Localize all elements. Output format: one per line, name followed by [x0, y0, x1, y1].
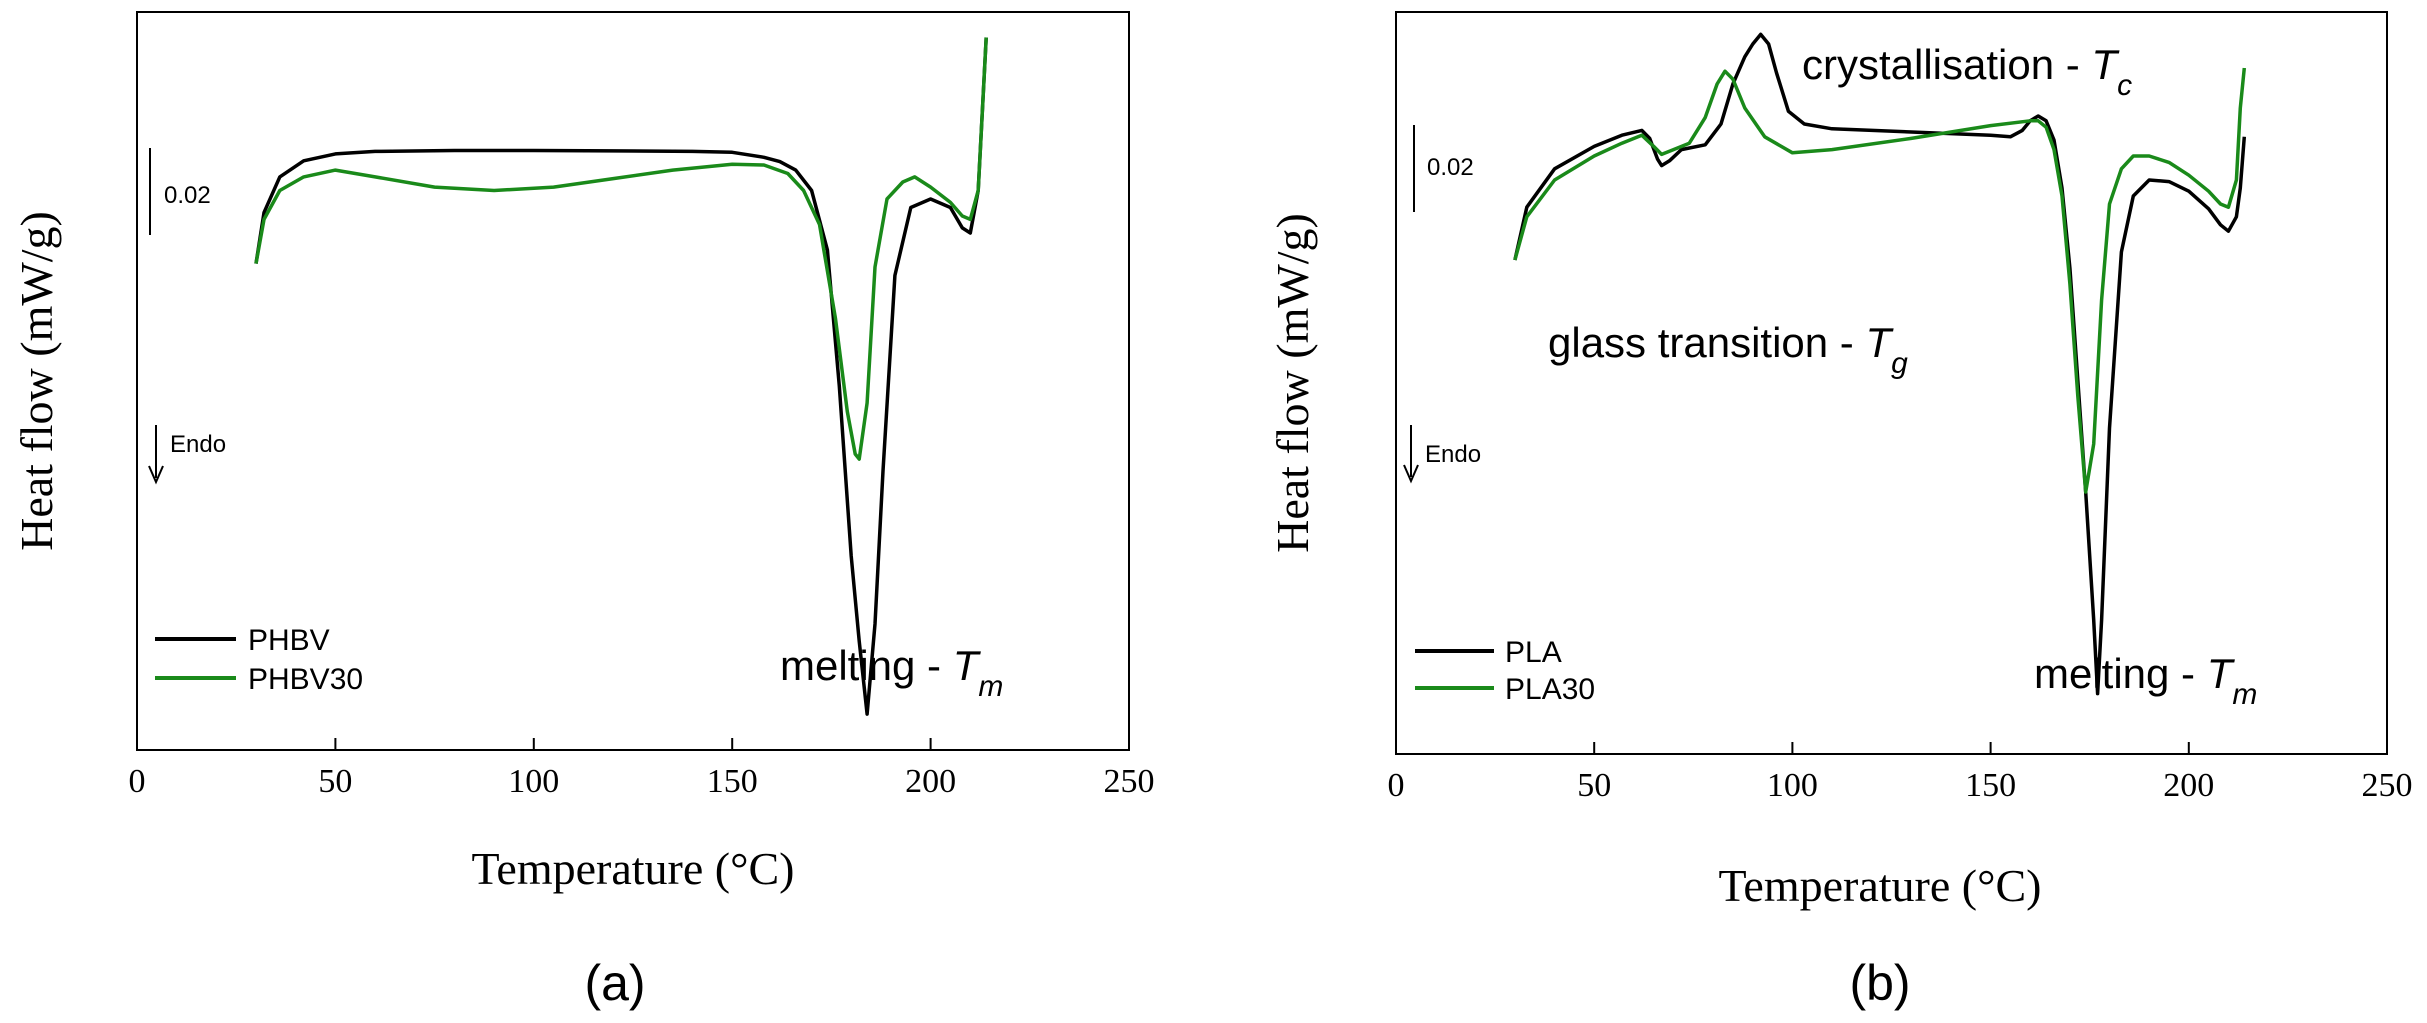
annotation-melting: melting - Tm [780, 642, 1003, 703]
x-tick-label: 150 [707, 763, 758, 800]
x-axis-ticks: 0 50 100 150 200 250 [1388, 742, 2413, 804]
series-line-phbv30 [254, 37, 988, 461]
legend-label-phbv: PHBV [248, 624, 330, 657]
legend-label-phbv30: PHBV30 [248, 663, 363, 696]
legend-label-pla: PLA [1505, 636, 1562, 669]
direction-label: Endo [1425, 441, 1481, 468]
series-line-pla [1513, 32, 2247, 696]
series-group [254, 37, 988, 716]
series-line-pla30 [1513, 67, 2247, 494]
panel-label: (b) [1849, 955, 1910, 1011]
endo-arrow-icon [1403, 425, 1419, 484]
x-axis-title: Temperature (°C) [1719, 860, 2042, 911]
x-tick-label: 200 [2163, 767, 2214, 804]
direction-label: Endo [170, 431, 226, 458]
plot-frame [1395, 11, 2388, 755]
legend: PLA PLA30 [1415, 636, 1595, 706]
x-axis-ticks: 0 50 100 150 200 250 [129, 738, 1155, 800]
x-tick-label: 150 [1965, 767, 2016, 804]
annotation-crystallisation: crystallisation - Tc [1802, 41, 2132, 102]
legend: PHBV PHBV30 [155, 624, 363, 696]
x-tick-label: 0 [129, 763, 146, 800]
panel-a: 0 50 100 150 200 250 Temperature (°C) Heat fl… [11, 11, 1155, 1011]
scale-bar-label: 0.02 [164, 182, 211, 209]
y-axis-title: Heat flow (mW/g) [11, 211, 62, 551]
x-tick-label: 0 [1388, 767, 1405, 804]
scale-bar-label: 0.02 [1427, 154, 1474, 181]
legend-label-pla30: PLA30 [1505, 673, 1595, 706]
annotation-glass-transition: glass transition - Tg [1548, 319, 1908, 380]
y-axis-title: Heat flow (mW/g) [1267, 213, 1318, 553]
x-tick-label: 200 [905, 763, 956, 800]
endo-arrow-icon [148, 425, 164, 485]
annotation-melting: melting - Tm [2034, 650, 2257, 711]
plot-frame [136, 11, 1130, 751]
series-group [1513, 32, 2247, 696]
series-line-phbv [254, 37, 988, 716]
x-tick-label: 250 [2362, 767, 2413, 804]
x-tick-label: 50 [1577, 767, 1611, 804]
x-tick-label: 100 [1767, 767, 1818, 804]
x-tick-label: 100 [508, 763, 559, 800]
x-tick-label: 250 [1104, 763, 1155, 800]
panel-b: 0 50 100 150 200 250 Temperature (°C) Heat fl… [1267, 11, 2413, 1011]
x-axis-title: Temperature (°C) [472, 843, 795, 894]
panel-label: (a) [584, 955, 645, 1011]
x-tick-label: 50 [318, 763, 352, 800]
